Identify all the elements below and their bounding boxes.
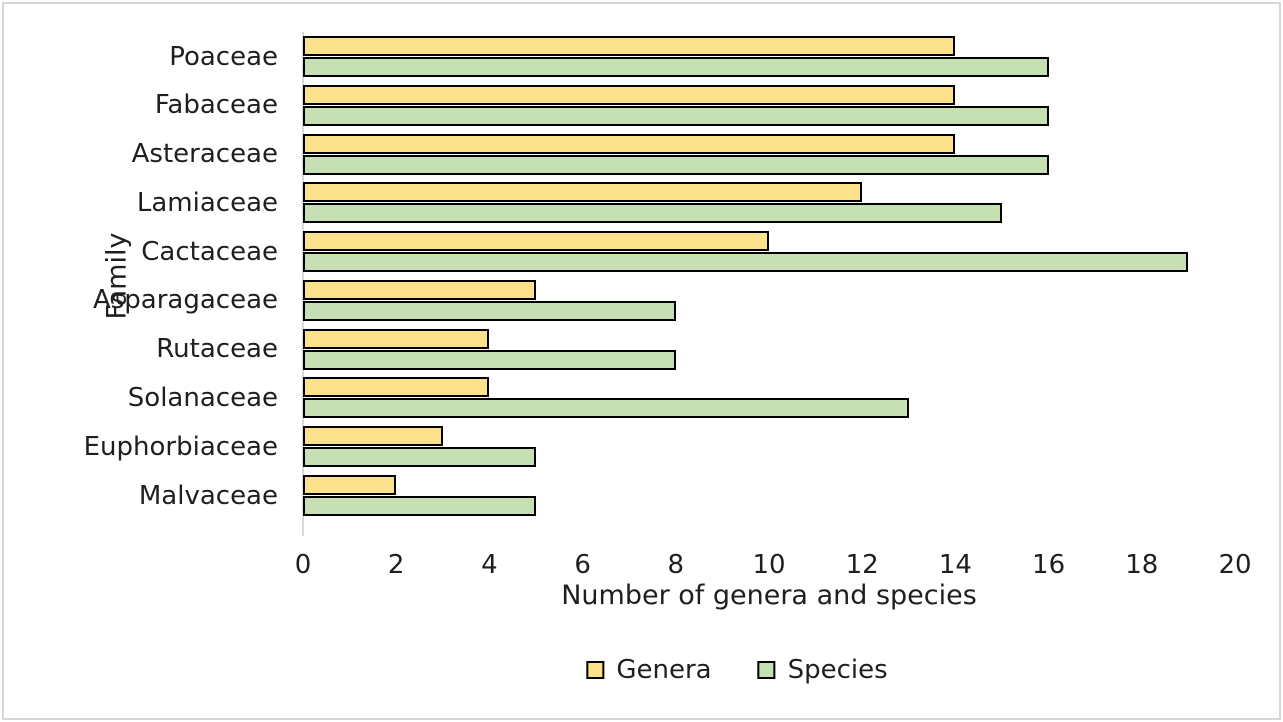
bar-genera-lamiaceae	[303, 182, 863, 203]
legend-item-species: Species	[757, 655, 888, 685]
category-label: Lamiaceae	[136, 187, 278, 218]
bar-species-poaceae	[303, 57, 1049, 77]
x-axis-tick-label: 12	[845, 550, 879, 580]
category-label: Cactaceae	[141, 236, 278, 267]
bar-genera-solanaceae	[303, 377, 490, 398]
bar-species-asteraceae	[303, 154, 1049, 175]
legend-label-species: Species	[787, 655, 888, 685]
bar-genera-asteraceae	[303, 133, 956, 154]
bar-genera-rutaceae	[303, 328, 490, 349]
bar-genera-fabaceae	[303, 84, 956, 105]
category-label: Euphorbiaceae	[83, 431, 278, 462]
bar-species-cactaceae	[303, 252, 1189, 273]
category-label: Poaceae	[169, 41, 278, 72]
bar-species-fabaceae	[303, 105, 1049, 126]
bar-species-malvaceae	[303, 496, 536, 517]
x-axis-tick-label: 8	[667, 550, 685, 580]
bar-genera-malvaceae	[303, 475, 397, 496]
legend-item-genera: Genera	[586, 655, 712, 685]
bar-species-lamiaceae	[303, 203, 1002, 224]
bar-genera-poaceae	[303, 36, 956, 56]
legend: Genera Species	[586, 655, 888, 685]
x-axis-tick-label: 20	[1218, 550, 1252, 580]
x-axis-tick-label: 6	[574, 550, 591, 580]
x-axis-tick-label: 2	[387, 550, 405, 580]
category-label: Malvaceae	[138, 480, 278, 511]
category-label: Rutaceae	[156, 334, 278, 365]
x-axis-tick-label: 16	[1032, 550, 1066, 580]
bar-species-solanaceae	[303, 398, 909, 419]
bar-species-rutaceae	[303, 349, 676, 370]
x-axis-tick-label: 18	[1125, 550, 1159, 580]
x-axis-tick-label: 14	[938, 550, 972, 580]
bar-genera-asparagaceae	[303, 279, 536, 300]
category-label: Asteraceae	[131, 139, 278, 170]
legend-label-genera: Genera	[616, 655, 712, 685]
x-axis-title: Number of genera and species	[561, 580, 977, 611]
genera-swatch-icon	[586, 661, 605, 679]
category-label: Fabaceae	[154, 90, 278, 121]
category-label: Asparagaceae	[92, 285, 278, 316]
bar-species-asparagaceae	[303, 300, 676, 321]
species-swatch-icon	[757, 661, 776, 679]
x-axis-tick-label: 4	[481, 550, 498, 580]
x-axis-tick-label: 0	[294, 550, 312, 580]
category-label: Solanaceae	[127, 382, 278, 413]
bar-genera-cactaceae	[303, 231, 769, 252]
bar-genera-euphorbiaceae	[303, 426, 443, 447]
bar-species-euphorbiaceae	[303, 447, 536, 468]
x-axis-tick-label: 10	[752, 550, 786, 580]
